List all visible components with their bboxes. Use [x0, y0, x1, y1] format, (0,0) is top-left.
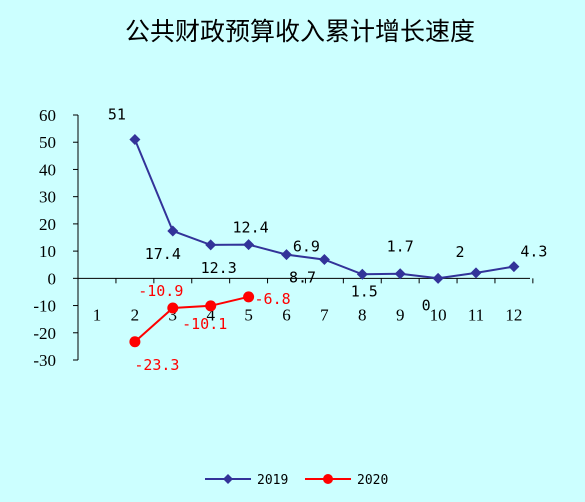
data-point-2019 — [318, 254, 330, 266]
data-label-2019: 4.3 — [520, 243, 547, 261]
y-tick-label: 40 — [39, 160, 56, 179]
series-line-2020 — [134, 295, 249, 343]
y-tick-label: 10 — [39, 242, 56, 261]
data-point-2020 — [167, 302, 179, 314]
chart-title: 公共财政预算收入累计增长速度 — [125, 17, 475, 46]
data-label-2019: 51 — [108, 106, 126, 124]
data-point-2019 — [432, 272, 444, 284]
data-point-2019 — [470, 267, 482, 279]
x-tick-label: 8 — [358, 305, 367, 324]
y-tick-label: 60 — [39, 106, 56, 125]
y-tick-label: 50 — [39, 133, 56, 152]
data-label-2019: 1.5 — [351, 282, 378, 300]
legend-marker-2020 — [323, 474, 333, 484]
x-tick-label: 3 — [169, 305, 178, 324]
data-label-2019: 0 — [422, 296, 431, 314]
data-point-2019 — [243, 239, 255, 251]
x-tick-label: 2 — [131, 305, 140, 324]
x-tick-label: 1 — [93, 305, 102, 324]
data-label-2020: -23.3 — [134, 356, 179, 374]
x-tick-label: 12 — [505, 305, 522, 324]
data-label-2019: 6.9 — [293, 238, 320, 256]
x-tick-label: 11 — [468, 305, 484, 324]
data-point-2019 — [508, 261, 520, 273]
data-label-2019: 2 — [455, 243, 464, 261]
y-tick-label: 30 — [39, 188, 56, 207]
legend-label-2019: 2019 — [257, 473, 288, 488]
data-point-2019 — [356, 268, 368, 280]
x-tick-label: 7 — [320, 305, 329, 324]
data-label-2019: 8.7 — [289, 269, 316, 287]
data-point-2019 — [394, 268, 406, 280]
data-label-2020: -10.1 — [182, 315, 227, 333]
data-label-2020: -10.9 — [138, 282, 183, 300]
x-tick-label: 4 — [206, 305, 215, 324]
legend-label-2020: 2020 — [357, 473, 388, 488]
data-label-2019: 12.4 — [233, 219, 269, 237]
data-point-2019 — [129, 134, 141, 145]
data-point-2019 — [167, 225, 179, 237]
data-point-2019 — [205, 239, 217, 251]
x-tick-label: 5 — [244, 305, 253, 324]
y-tick-label: -30 — [33, 351, 56, 370]
data-point-2020 — [129, 336, 141, 348]
x-tick-label: 9 — [396, 305, 405, 324]
data-point-2020 — [205, 300, 217, 312]
y-tick-label: 0 — [48, 269, 57, 288]
data-label-2020: -6.8 — [255, 290, 291, 308]
data-point-2019 — [281, 249, 292, 261]
data-label-2019: 12.3 — [201, 259, 237, 277]
y-tick-label: -20 — [33, 324, 56, 343]
y-tick-label: -10 — [33, 297, 56, 316]
x-tick-label: 6 — [282, 305, 291, 324]
legend-marker-2019 — [223, 474, 233, 484]
data-label-2019: 17.4 — [145, 245, 181, 263]
data-label-2019: 1.7 — [387, 238, 414, 256]
y-tick-label: 20 — [39, 215, 56, 234]
x-tick-label: 10 — [430, 305, 447, 324]
data-point-2020 — [243, 291, 255, 303]
